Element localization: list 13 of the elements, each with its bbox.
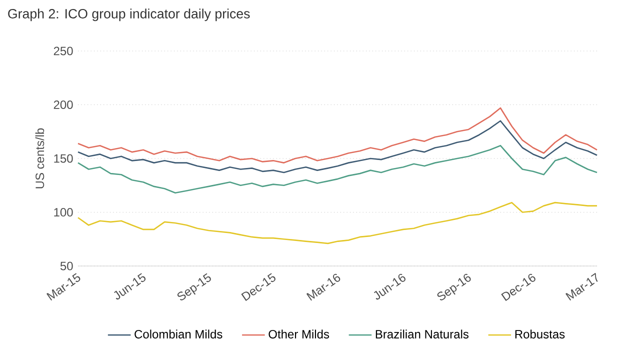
- y-tick-label: 250: [54, 46, 73, 56]
- y-axis-title: US cents/lb: [35, 128, 44, 188]
- line-series: [77, 120, 598, 174]
- legend-label: Brazilian Naturals: [376, 330, 468, 338]
- y-tick-label: 200: [54, 100, 73, 110]
- y-tick-label: 50: [60, 262, 73, 270]
- y-tick-label: 150: [54, 154, 73, 163]
- legend-label: Other Milds: [268, 330, 330, 338]
- line-series: [77, 107, 598, 164]
- legend-label: Robustas: [515, 330, 565, 338]
- y-tick-label: 100: [54, 208, 73, 217]
- chart-title: Graph 2: ICO group indicator daily prices: [8, 8, 250, 22]
- legend-label: Colombian Milds: [134, 330, 222, 338]
